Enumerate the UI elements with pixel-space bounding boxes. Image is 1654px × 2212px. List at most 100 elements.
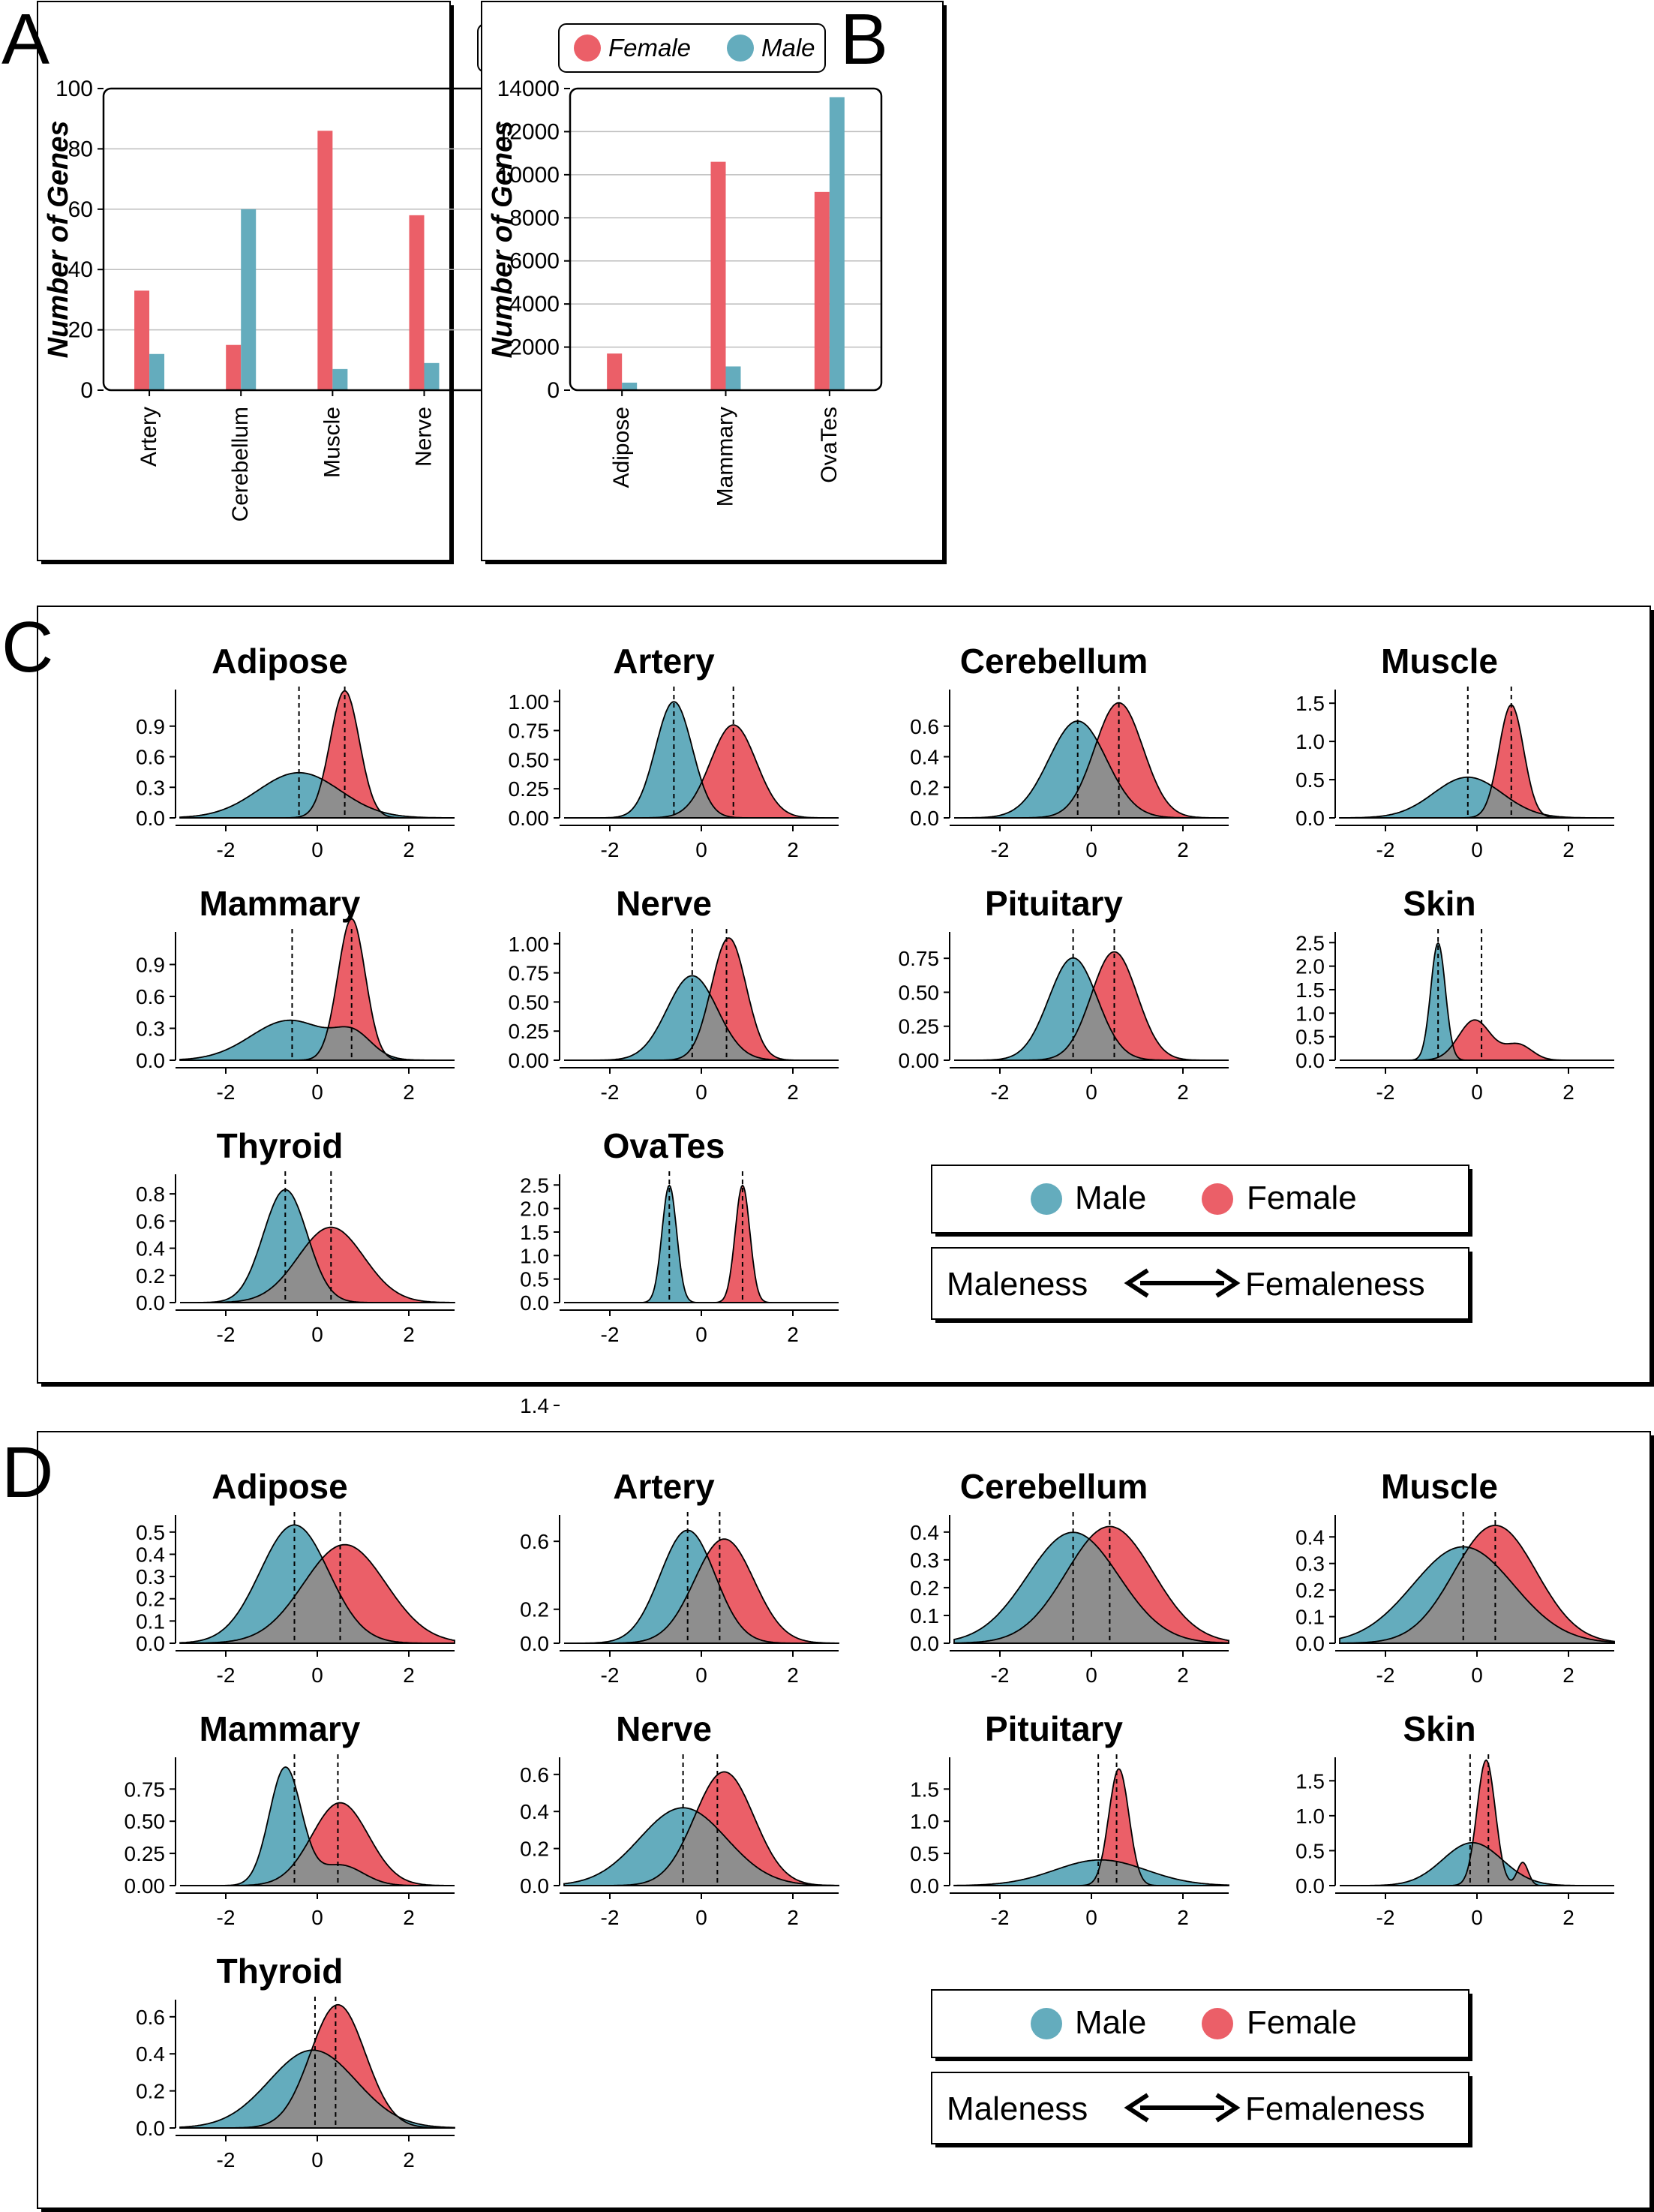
y-tick-label: 0.2	[1295, 1579, 1325, 1602]
y-tick-label: 1.0	[520, 1244, 549, 1267]
y-tick-label: 0.6	[520, 1763, 549, 1787]
bar-female-mammary	[710, 161, 726, 390]
female-density-outline	[180, 690, 455, 819]
x-tick-label: 2	[403, 838, 415, 861]
maleness-label: Maleness	[947, 1266, 1088, 1303]
subplot-title: Adipose	[212, 1467, 347, 1506]
bar-male-nerve	[424, 362, 440, 390]
y-tick-label: 0.50	[509, 748, 550, 771]
maleness-label: Maleness	[947, 2090, 1088, 2127]
bar-male-cerebellum	[241, 209, 257, 390]
y-tick-label: 0.5	[1295, 768, 1325, 792]
overlap-density-area	[564, 1555, 839, 1643]
subplot-title: Mammary	[200, 1709, 361, 1748]
legend-box	[558, 23, 826, 73]
legend-female-swatch	[1202, 1183, 1233, 1215]
subplot-title: Mammary	[200, 884, 361, 923]
x-tick-label: 2	[403, 1080, 415, 1104]
female-density-outline	[954, 1768, 1229, 1886]
y-tick-label: 0.75	[509, 720, 550, 743]
y-tick-label: 1.5	[1295, 1769, 1325, 1793]
femaleness-label: Femaleness	[1245, 2090, 1425, 2127]
female-density-outline	[1340, 704, 1614, 819]
y-tick-label: 0.4	[136, 2042, 165, 2066]
bar-female-muscle	[317, 131, 333, 390]
subplot-title: Adipose	[212, 642, 347, 681]
y-tick-label: 1.4	[520, 1394, 549, 1417]
y-tick-label: 0.2	[910, 1576, 939, 1600]
overlap-density-area	[1340, 1842, 1614, 1886]
overlap-density-area	[180, 780, 455, 818]
subplot-title: Skin	[1403, 884, 1475, 923]
y-tick-label: 0.6	[136, 2006, 165, 2029]
subplot-title: Skin	[1403, 1709, 1475, 1748]
subplot-title: Cerebellum	[960, 1467, 1148, 1506]
overlap-density-area	[564, 994, 839, 1060]
y-tick-label: 0.9	[136, 953, 165, 976]
legend-female-swatch	[1202, 2008, 1233, 2039]
y-tick-label: 0.6	[136, 1210, 165, 1233]
y-tick-label: 0.00	[509, 1049, 550, 1072]
y-tick-label: 0.2	[136, 2080, 165, 2103]
female-density-outline	[953, 1525, 1229, 1644]
subplot-title: Muscle	[1381, 1467, 1498, 1506]
bar-male-adipose	[622, 382, 638, 390]
x-tick-label: 0	[311, 2148, 323, 2171]
subplot-title: Thyroid	[217, 1126, 344, 1165]
y-tick-label: 0.25	[509, 1020, 550, 1043]
x-tick-label: 2	[787, 1323, 799, 1346]
y-tick-label: 1.0	[1295, 1805, 1325, 1828]
y-tick-label: 0.0	[136, 2117, 165, 2140]
y-tick-label: 1.5	[1295, 978, 1325, 1002]
x-tick-label: 2	[403, 1906, 415, 1929]
x-tick-label: Artery	[137, 407, 161, 467]
x-tick-label: 2	[787, 838, 799, 861]
y-tick-label: 2.5	[520, 1174, 549, 1197]
y-tick-label: 2.0	[520, 1198, 549, 1221]
male-density-outline	[953, 1859, 1229, 1886]
x-tick-label: 2	[1177, 838, 1189, 861]
male-density-outline	[953, 1531, 1229, 1644]
y-tick-label: 0.0	[136, 1049, 165, 1072]
y-tick-label: 0.3	[1295, 1552, 1325, 1576]
y-tick-label: 60	[68, 197, 93, 222]
x-tick-label: 2	[403, 1664, 415, 1687]
x-tick-label: 0	[1471, 838, 1483, 861]
subplot-title: Cerebellum	[960, 642, 1148, 681]
y-tick-label: 0.0	[1295, 807, 1325, 830]
x-tick-label: 0	[695, 838, 707, 861]
x-tick-label: -2	[601, 1906, 620, 1929]
y-tick-label: 0.0	[1295, 1632, 1325, 1655]
y-tick-label: 1.5	[1295, 692, 1325, 715]
x-tick-label: 2	[1562, 1080, 1574, 1104]
x-tick-label: 0	[1085, 1664, 1097, 1687]
female-density-outline	[180, 1226, 455, 1303]
y-tick-label: 0.3	[136, 776, 165, 799]
female-density-outline	[180, 1802, 455, 1886]
panel-label-a: A	[2, 0, 50, 80]
y-tick-label: 0.5	[1295, 1026, 1325, 1049]
y-tick-label: 0.50	[509, 990, 550, 1014]
density-plot-artery: 0.0 0.2 1.4 0.6 -2 0 2 Artery	[520, 1394, 839, 1687]
y-tick-label: 0.1	[136, 1609, 165, 1633]
y-tick-label: 0.5	[136, 1521, 165, 1544]
x-tick-label: 0	[1085, 1080, 1097, 1104]
female-density-area	[180, 1802, 455, 1886]
male-density-outline	[563, 1807, 839, 1886]
density-plot-muscle: 0.0 0.1 0.2 0.3 0.4 -2 0 2 Muscle	[1295, 1467, 1615, 1687]
y-tick-label: 0.3	[910, 1549, 939, 1572]
y-tick-label: 0.2	[136, 1264, 165, 1288]
y-tick-label: 2.5	[1295, 931, 1325, 954]
x-tick-label: -2	[217, 1664, 236, 1687]
legend-female-label: Female	[1247, 2004, 1357, 2041]
y-tick-label: 10000	[497, 163, 560, 188]
legend-female-label: Female	[1247, 1180, 1357, 1216]
panel-label-c: C	[2, 607, 53, 687]
subplot-title: Artery	[613, 642, 715, 681]
y-tick-label: 0.0	[910, 807, 939, 830]
bar-female-artery	[134, 290, 150, 390]
density-plot-thyroid: 0.0 0.2 0.4 0.6 0.8 -2 0 2 Thyroid	[136, 1126, 455, 1346]
y-tick-label: 0.0	[910, 1632, 939, 1655]
x-tick-label: Mammary	[713, 407, 738, 506]
